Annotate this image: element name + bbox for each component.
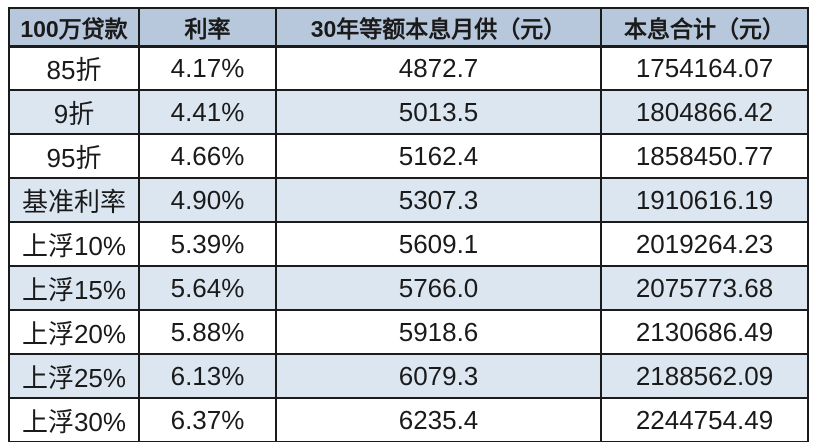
column-header-monthly-payment: 30年等额本息月供（元）	[275, 7, 602, 48]
table-row: 85折 4.17% 4872.7 1754164.07	[8, 45, 809, 91]
cell-loan-label: 基准利率	[8, 177, 140, 223]
cell-monthly-payment: 5918.6	[275, 309, 602, 355]
table-body: 85折 4.17% 4872.7 1754164.07 9折 4.41% 501…	[8, 45, 809, 442]
cell-loan-label: 上浮30%	[8, 397, 140, 442]
column-header-rate: 利率	[138, 7, 277, 48]
column-header-total: 本息合计（元）	[600, 7, 809, 48]
table-header-row: 100万贷款 利率 30年等额本息月供（元） 本息合计（元）	[8, 7, 809, 48]
cell-rate: 5.39%	[138, 221, 277, 267]
cell-loan-label: 85折	[8, 45, 140, 91]
table-row: 上浮10% 5.39% 5609.1 2019264.23	[8, 221, 809, 267]
loan-rate-table: 100万贷款 利率 30年等额本息月供（元） 本息合计（元） 85折 4.17%…	[8, 7, 809, 442]
cell-rate: 4.90%	[138, 177, 277, 223]
cell-total: 2019264.23	[600, 221, 809, 267]
cell-monthly-payment: 5307.3	[275, 177, 602, 223]
cell-total: 1754164.07	[600, 45, 809, 91]
table-row: 上浮30% 6.37% 6235.4 2244754.49	[8, 397, 809, 442]
table-row: 95折 4.66% 5162.4 1858450.77	[8, 133, 809, 179]
cell-loan-label: 9折	[8, 89, 140, 135]
cell-total: 2244754.49	[600, 397, 809, 442]
cell-loan-label: 上浮25%	[8, 353, 140, 399]
cell-rate: 6.13%	[138, 353, 277, 399]
cell-loan-label: 上浮20%	[8, 309, 140, 355]
cell-total: 1858450.77	[600, 133, 809, 179]
cell-loan-label: 95折	[8, 133, 140, 179]
table-row: 100万贷款 利率 30年等额本息月供（元） 本息合计（元）	[8, 7, 809, 48]
cell-rate: 5.88%	[138, 309, 277, 355]
table-row: 上浮25% 6.13% 6079.3 2188562.09	[8, 353, 809, 399]
cell-rate: 4.41%	[138, 89, 277, 135]
table-row: 上浮15% 5.64% 5766.0 2075773.68	[8, 265, 809, 311]
cell-monthly-payment: 6235.4	[275, 397, 602, 442]
cell-monthly-payment: 5609.1	[275, 221, 602, 267]
cell-total: 1910616.19	[600, 177, 809, 223]
cell-monthly-payment: 5013.5	[275, 89, 602, 135]
table-row: 9折 4.41% 5013.5 1804866.42	[8, 89, 809, 135]
cell-loan-label: 上浮10%	[8, 221, 140, 267]
table-row: 基准利率 4.90% 5307.3 1910616.19	[8, 177, 809, 223]
cell-monthly-payment: 5162.4	[275, 133, 602, 179]
cell-monthly-payment: 6079.3	[275, 353, 602, 399]
column-header-loan: 100万贷款	[8, 7, 140, 48]
cell-total: 2188562.09	[600, 353, 809, 399]
cell-rate: 4.66%	[138, 133, 277, 179]
cell-rate: 4.17%	[138, 45, 277, 91]
cell-total: 2130686.49	[600, 309, 809, 355]
cell-total: 1804866.42	[600, 89, 809, 135]
cell-monthly-payment: 4872.7	[275, 45, 602, 91]
cell-rate: 5.64%	[138, 265, 277, 311]
cell-rate: 6.37%	[138, 397, 277, 442]
table-row: 上浮20% 5.88% 5918.6 2130686.49	[8, 309, 809, 355]
cell-loan-label: 上浮15%	[8, 265, 140, 311]
cell-monthly-payment: 5766.0	[275, 265, 602, 311]
cell-total: 2075773.68	[600, 265, 809, 311]
